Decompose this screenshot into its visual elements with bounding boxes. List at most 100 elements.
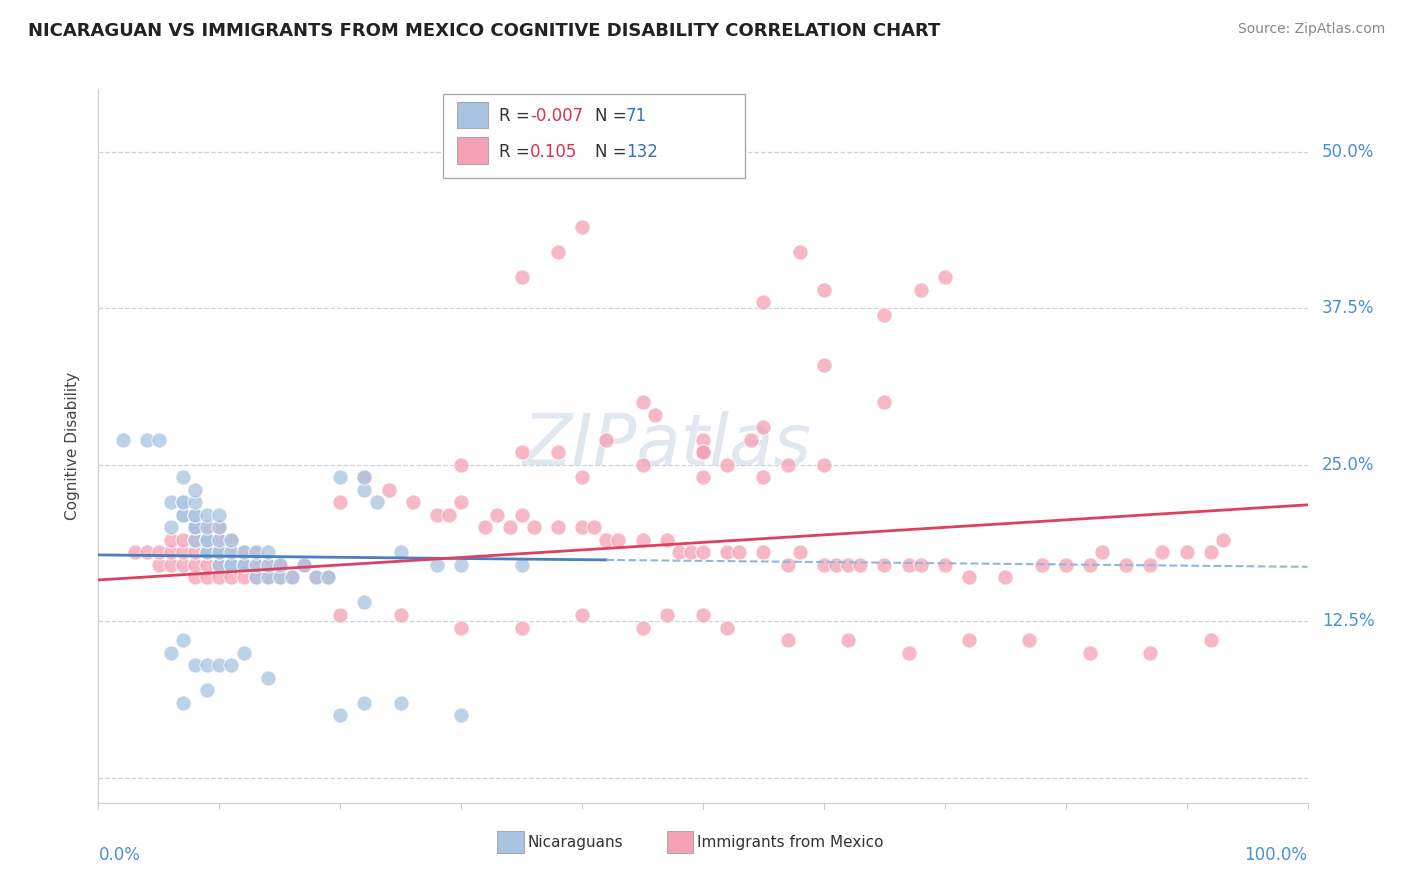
Point <box>305 570 328 584</box>
Point <box>269 570 291 584</box>
Point <box>195 658 218 673</box>
Point <box>172 508 194 522</box>
Point <box>873 308 896 322</box>
Point <box>849 558 872 572</box>
Point <box>389 696 412 710</box>
Point <box>426 508 449 522</box>
Text: 0.105: 0.105 <box>530 143 578 161</box>
Point <box>813 458 835 472</box>
Point <box>232 558 254 572</box>
Point <box>450 708 472 723</box>
Point <box>450 495 472 509</box>
Point <box>208 533 231 547</box>
Point <box>208 545 231 559</box>
Point <box>172 696 194 710</box>
Point <box>1078 558 1101 572</box>
Point <box>934 270 956 285</box>
Point <box>172 545 194 559</box>
Point <box>329 470 352 484</box>
Point <box>184 508 207 522</box>
Point <box>510 621 533 635</box>
Point <box>631 533 654 547</box>
Point <box>329 708 352 723</box>
Point <box>245 545 267 559</box>
Point <box>789 244 811 259</box>
Point <box>389 607 412 622</box>
Point <box>837 633 859 648</box>
Point <box>184 495 207 509</box>
Point <box>269 558 291 572</box>
Point <box>716 621 738 635</box>
Point <box>195 520 218 534</box>
Point <box>692 607 714 622</box>
Point <box>571 520 593 534</box>
Point <box>172 495 194 509</box>
Point <box>245 558 267 572</box>
Point <box>728 545 751 559</box>
Text: -0.007: -0.007 <box>530 107 583 125</box>
Point <box>897 558 920 572</box>
Point <box>195 508 218 522</box>
Point <box>571 470 593 484</box>
Point <box>910 283 932 297</box>
Point <box>498 520 520 534</box>
Point <box>269 558 291 572</box>
Point <box>692 545 714 559</box>
Point <box>316 570 339 584</box>
Point <box>208 545 231 559</box>
Point <box>208 558 231 572</box>
Point <box>353 595 375 609</box>
Point <box>256 671 278 685</box>
Point <box>195 533 218 547</box>
Point <box>1199 545 1222 559</box>
Point <box>195 558 218 572</box>
Point <box>655 607 678 622</box>
Point <box>148 558 170 572</box>
Point <box>873 395 896 409</box>
Point <box>655 533 678 547</box>
Text: 12.5%: 12.5% <box>1322 612 1375 631</box>
Point <box>716 545 738 559</box>
Point <box>752 295 775 310</box>
Point <box>208 658 231 673</box>
Point <box>195 533 218 547</box>
Point <box>221 558 243 572</box>
Point <box>256 570 278 584</box>
Point <box>668 545 690 559</box>
Point <box>124 545 146 559</box>
Point <box>595 533 617 547</box>
Point <box>184 520 207 534</box>
Point <box>644 408 666 422</box>
Point <box>825 558 848 572</box>
Point <box>692 445 714 459</box>
Point <box>292 558 315 572</box>
Point <box>1091 545 1114 559</box>
Point <box>450 621 472 635</box>
Point <box>679 545 702 559</box>
Point <box>1031 558 1053 572</box>
Point <box>221 658 243 673</box>
Point <box>1139 558 1161 572</box>
Point <box>172 533 194 547</box>
Point <box>269 570 291 584</box>
Point <box>377 483 399 497</box>
Point <box>195 545 218 559</box>
Point <box>195 520 218 534</box>
Text: NICARAGUAN VS IMMIGRANTS FROM MEXICO COGNITIVE DISABILITY CORRELATION CHART: NICARAGUAN VS IMMIGRANTS FROM MEXICO COG… <box>28 22 941 40</box>
Text: N =: N = <box>595 107 626 125</box>
Point <box>1199 633 1222 648</box>
Point <box>776 633 799 648</box>
Point <box>148 433 170 447</box>
Point <box>353 470 375 484</box>
Point <box>631 395 654 409</box>
Point <box>172 495 194 509</box>
Point <box>934 558 956 572</box>
Text: Source: ZipAtlas.com: Source: ZipAtlas.com <box>1237 22 1385 37</box>
Point <box>232 558 254 572</box>
Point <box>281 570 304 584</box>
Point <box>232 545 254 559</box>
Point <box>631 458 654 472</box>
Point <box>221 558 243 572</box>
Point <box>292 558 315 572</box>
Y-axis label: Cognitive Disability: Cognitive Disability <box>65 372 80 520</box>
